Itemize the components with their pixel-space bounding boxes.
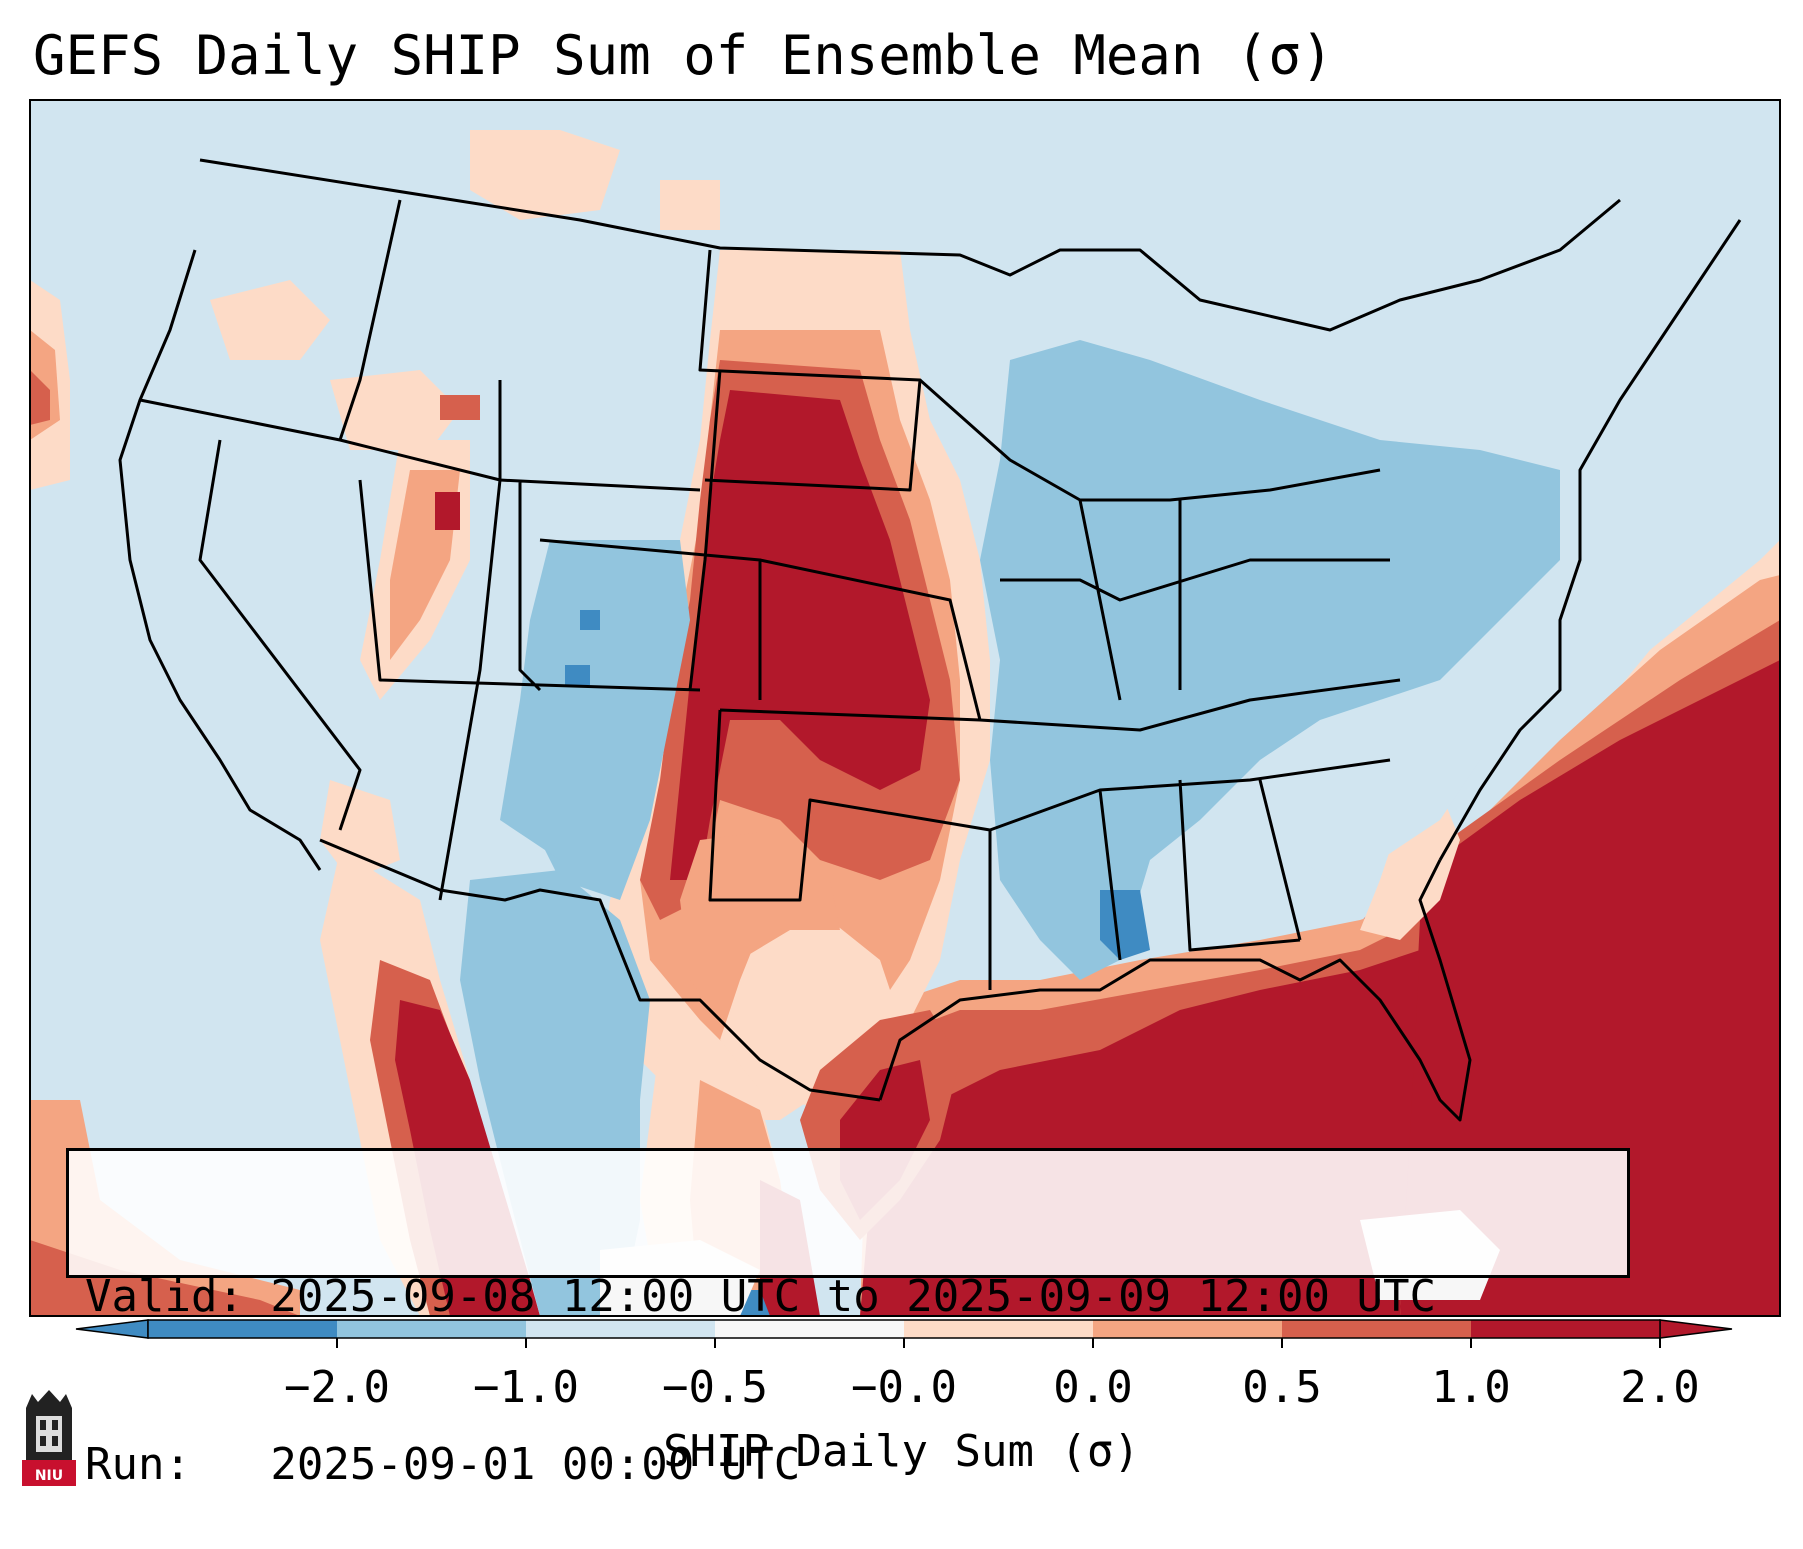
- field-pacific-red: [30, 370, 50, 425]
- valid-run-info-box: Valid: 2025-09-08 12:00 UTC to 2025-09-0…: [66, 1148, 1630, 1490]
- colorbar-tick-label: −1.0: [473, 1362, 579, 1413]
- colorbar-extend-high: [1659, 1319, 1733, 1339]
- field-midwest-pale: [1300, 690, 1480, 880]
- field-montana-light: [470, 130, 620, 220]
- field-nm-blue: [500, 700, 600, 860]
- map-frame: [29, 99, 1781, 1317]
- field-wa-patch: [210, 280, 330, 360]
- colorbar-tick-label: 2.0: [1620, 1362, 1700, 1413]
- field-colorado-dark-2: [580, 610, 600, 630]
- map-field: [30, 100, 1780, 1316]
- field-plains-dark: [670, 390, 930, 880]
- colorbar: [75, 1319, 1733, 1348]
- colorbar-segment: [1471, 1320, 1661, 1338]
- colorbar-tick-label: −2.0: [284, 1362, 390, 1413]
- run-time-text: Run: 2025-09-01 00:00 UTC: [85, 1439, 801, 1490]
- state-lines-west: [139, 199, 762, 901]
- west-coast: [118, 249, 322, 871]
- colorbar-ticks: −2.0 −1.0 −0.5 −0.0 0.0 0.5 1.0 2.0: [0, 1360, 1803, 1420]
- field-idaho-mid: [440, 395, 480, 420]
- colorbar-tick-label: 0.5: [1242, 1362, 1322, 1413]
- colorbar-segment: [337, 1320, 527, 1338]
- field-texas-mid: [680, 830, 840, 1020]
- colorbar-segment: [904, 1320, 1094, 1338]
- field-mt-patch: [660, 180, 720, 230]
- valid-time-text: Valid: 2025-09-08 12:00 UTC to 2025-09-0…: [85, 1271, 1437, 1322]
- colorbar-segment: [526, 1320, 716, 1338]
- colorbar-segment: [1282, 1320, 1472, 1338]
- colorbar-tick-label: 0.0: [1053, 1362, 1133, 1413]
- map-title: GEFS Daily SHIP Sum of Ensemble Mean (σ): [33, 24, 1334, 87]
- colorbar-tick-label: −0.5: [662, 1362, 768, 1413]
- gulf-coast: [878, 859, 1472, 1122]
- us-canada-border: [199, 158, 1621, 332]
- field-colorado-dark: [565, 665, 590, 685]
- logo-graphic: [22, 1390, 76, 1486]
- field-utah-dark: [435, 492, 460, 530]
- colorbar-tick-label: −0.0: [851, 1362, 957, 1413]
- university-tower-icon: NIU: [20, 1388, 78, 1488]
- colorbar-segment: [715, 1320, 905, 1338]
- political-boundaries: [118, 158, 1742, 1122]
- us-mexico-border: [319, 838, 881, 1102]
- logo-text: NIU: [34, 1468, 64, 1484]
- colorbar-segment: [148, 1320, 338, 1338]
- field-pacific-south-dark: [30, 1240, 300, 1316]
- state-lines-east: [919, 378, 1401, 961]
- colorbar-tick-label: 1.0: [1431, 1362, 1511, 1413]
- field-idaho-light: [330, 370, 460, 450]
- colorbar-label: SHIP Daily Sum (σ): [663, 1426, 1140, 1477]
- east-coast: [1438, 219, 1742, 861]
- field-se-coast-light: [1360, 790, 1460, 940]
- colorbar-segment: [1093, 1320, 1283, 1338]
- field-az-patch: [320, 780, 400, 880]
